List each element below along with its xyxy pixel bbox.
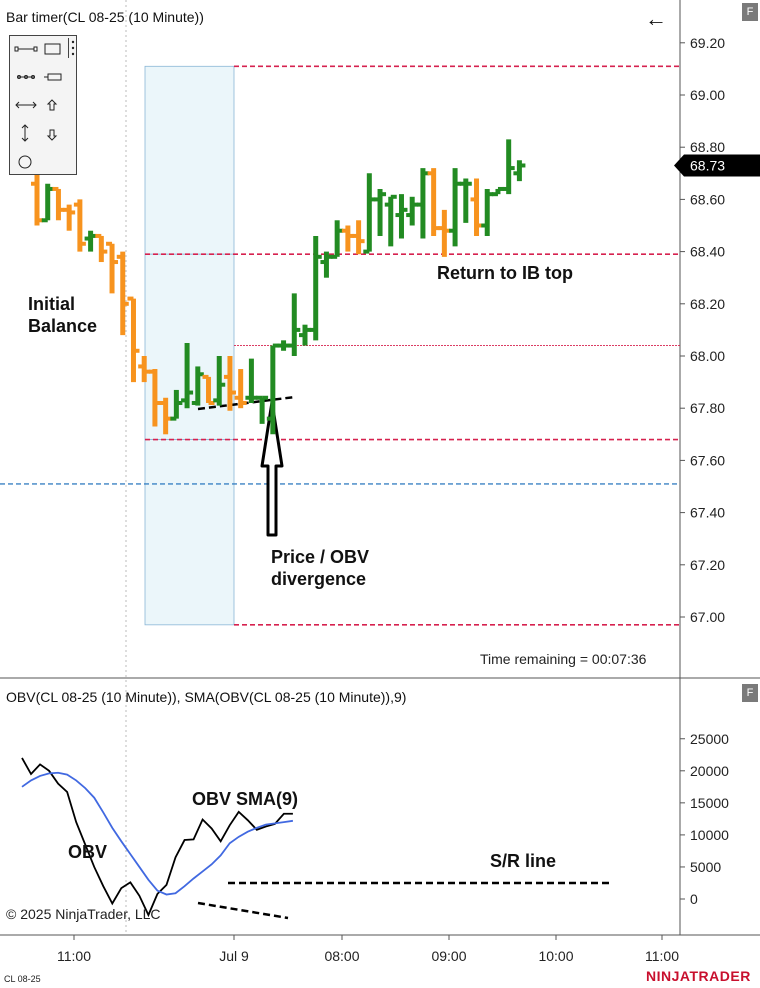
ib-box-top xyxy=(144,65,235,255)
toolbar-icons xyxy=(14,43,62,169)
ohlc-bar xyxy=(502,139,515,195)
ohlc-bar xyxy=(106,241,119,294)
y-tick-label: 68.60 xyxy=(690,191,725,207)
y-tick-label: 68.00 xyxy=(690,348,725,364)
ohlc-bar xyxy=(202,374,215,405)
annotation-divergence-2: divergence xyxy=(271,569,367,589)
ohlc-bar xyxy=(73,199,86,252)
ohlc-bar xyxy=(352,220,365,255)
y-tick-label: 67.40 xyxy=(690,505,725,521)
obv-y-tick-label: 15000 xyxy=(690,795,729,811)
ellipse-tool-icon xyxy=(18,155,32,169)
obv-divergence-line xyxy=(197,901,289,920)
divergence-arrow xyxy=(260,400,284,537)
ohlc-bar xyxy=(63,204,76,231)
ohlc-bar xyxy=(288,293,301,356)
ib-box-bottom xyxy=(144,439,235,626)
x-tick-label: 11:00 xyxy=(645,948,679,964)
ohlc-bar xyxy=(256,395,269,424)
annotation-obv-sma: OBV SMA(9) xyxy=(192,789,299,809)
last-price-tag xyxy=(674,154,760,177)
copyright: © 2025 NinjaTrader, LLC xyxy=(6,906,161,922)
ohlc-bar xyxy=(395,194,408,239)
ohlc-bar xyxy=(213,356,226,406)
arrow-up-icon xyxy=(46,99,58,111)
obv-y-tick-label: 0 xyxy=(690,891,698,907)
ohlc-bar xyxy=(181,342,194,409)
ruler-tool-icon xyxy=(47,73,62,81)
ohlc-bar xyxy=(127,296,140,383)
annotation-balance: Balance xyxy=(28,316,98,336)
ohlc-bar xyxy=(191,366,204,406)
time-remaining: Time remaining = 00:07:36 xyxy=(480,651,647,667)
obv-panel-options-icon[interactable]: F xyxy=(742,684,758,702)
obv-y-tick-label: 5000 xyxy=(690,859,721,875)
obv-y-tick-label: 20000 xyxy=(690,763,729,779)
obv-y-tick-label: 10000 xyxy=(690,827,729,843)
ohlc-bar xyxy=(309,235,322,341)
brand-logo: NINJATRADER xyxy=(646,968,751,984)
price-panel-title: Bar timer(CL 08-25 (10 Minute)) xyxy=(6,9,204,25)
instrument-label: CL 08-25 xyxy=(4,974,41,984)
y-tick-label: 69.20 xyxy=(690,35,725,51)
obv-panel-title: OBV(CL 08-25 (10 Minute)), SMA(OBV(CL 08… xyxy=(6,689,407,705)
last-price-label: 68.73 xyxy=(690,157,725,173)
ohlc-bar xyxy=(170,389,183,421)
price-bars xyxy=(31,139,526,435)
x-tick-label: 09:00 xyxy=(431,948,466,964)
x-tick-label: 08:00 xyxy=(324,948,359,964)
y-tick-label: 69.00 xyxy=(690,87,725,103)
ohlc-bar xyxy=(513,160,526,182)
ohlc-bar xyxy=(234,369,247,409)
drawing-toolbar[interactable] xyxy=(9,35,77,175)
obv-lines xyxy=(21,757,612,920)
y-tick-label: 67.00 xyxy=(690,609,725,625)
x-tick-label: 11:00 xyxy=(57,948,91,964)
axes: 69.20 69.00 68.80 68.60 68.40 68.20 68.00 67.80… xyxy=(57,35,760,964)
y-tick-label: 67.20 xyxy=(690,557,725,573)
obv-series-line xyxy=(21,757,293,918)
ohlc-bar xyxy=(223,356,236,411)
obv-y-tick-label: 25000 xyxy=(690,731,729,747)
obv-sma-series-line xyxy=(21,771,294,896)
arrow-down-icon xyxy=(46,129,58,141)
ohlc-bar xyxy=(116,251,129,336)
y-tick-label: 67.60 xyxy=(690,452,725,468)
ohlc-bar xyxy=(95,233,108,263)
ohlc-bar xyxy=(459,178,472,223)
annotation-divergence-1: Price / OBV xyxy=(271,547,370,567)
ohlc-bar xyxy=(374,188,387,236)
panel-options-icon[interactable]: F xyxy=(742,3,758,21)
x-tick-label: 10:00 xyxy=(538,948,573,964)
y-tick-label: 68.20 xyxy=(690,296,725,312)
rectangle-tool-icon xyxy=(44,43,61,55)
annotation-return-ib-top: Return to IB top xyxy=(437,263,573,283)
ohlc-bar xyxy=(384,194,397,247)
x-tick-label: Jul 9 xyxy=(219,948,249,964)
back-arrow-icon[interactable]: ← xyxy=(645,6,667,31)
annotation-initial: Initial xyxy=(28,294,76,314)
annotation-obv: OBV xyxy=(68,842,108,862)
annotation-sr-line: S/R line xyxy=(490,851,557,871)
toolbar-grip[interactable] xyxy=(68,38,77,58)
y-tick-label: 68.80 xyxy=(690,139,725,155)
y-tick-label: 67.80 xyxy=(690,400,725,416)
y-tick-label: 68.40 xyxy=(690,244,725,260)
